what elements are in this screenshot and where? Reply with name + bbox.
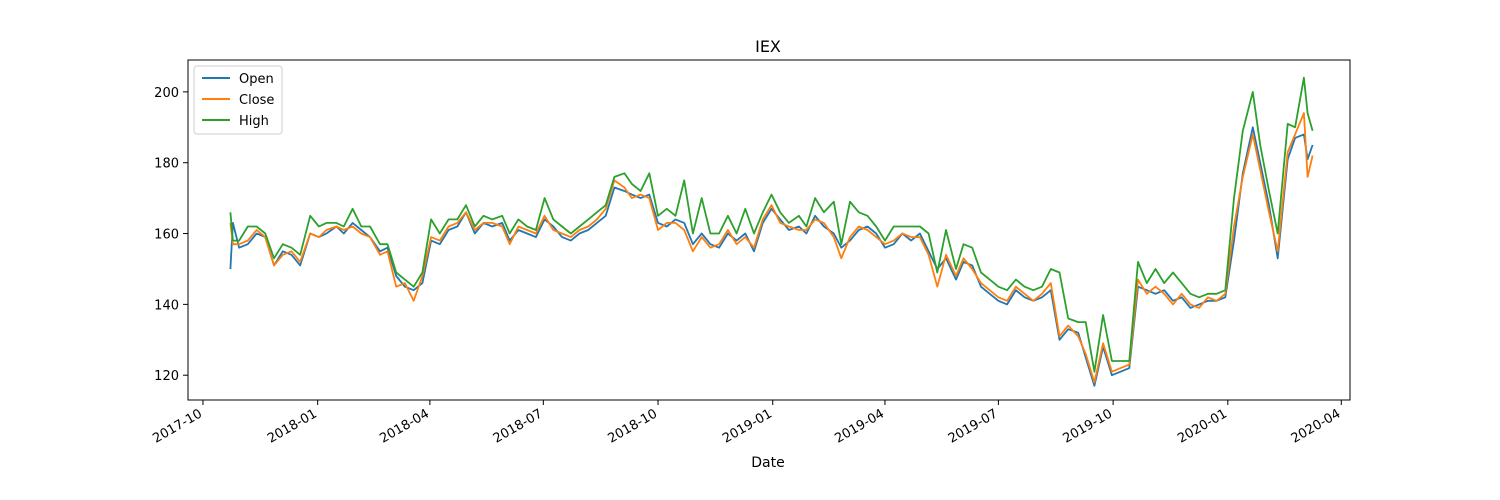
chart-title: IEX [755, 37, 781, 56]
series-line-close [229, 112, 1314, 384]
legend-label-high: High [239, 114, 269, 129]
y-tick-label: 120 [154, 369, 179, 384]
y-tick-label: 200 [154, 86, 179, 101]
x-axis-label: Date [751, 455, 784, 471]
y-tick-label: 140 [154, 298, 179, 313]
legend-box [193, 65, 283, 135]
plot-frame [187, 59, 1351, 401]
y-tick-label: 160 [154, 228, 179, 243]
legend-label-close: Close [239, 93, 274, 108]
series-layer [229, 76, 1314, 387]
legend-label-open: Open [239, 72, 274, 87]
legend: Open Close High [193, 65, 283, 135]
y-axis: 120 140 160 180 200 [154, 86, 188, 384]
y-tick-label: 180 [154, 157, 179, 172]
series-line-high [229, 76, 1314, 373]
